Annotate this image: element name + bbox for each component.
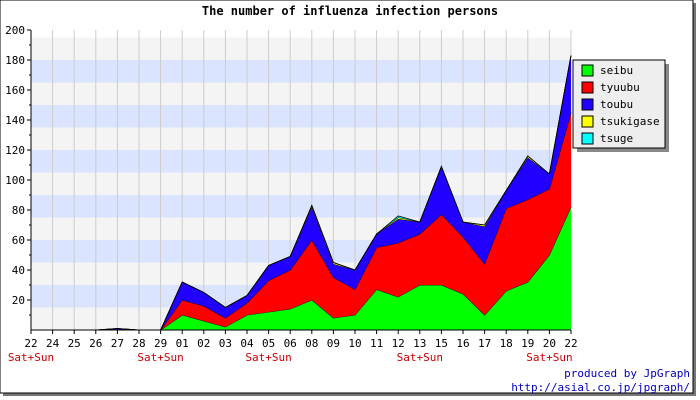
x-tick-label: 17: [478, 337, 491, 350]
y-tick-label: 140: [5, 114, 25, 127]
weekend-label: Sat+Sun: [397, 351, 443, 364]
legend: seibu tyuubu toubu tsukigase tsuge: [572, 59, 669, 152]
chart-title: The number of influenza infection person…: [202, 4, 498, 18]
plot-band: [31, 105, 571, 128]
legend-swatch-seibu: [581, 64, 594, 77]
y-tick-label: 80: [12, 204, 25, 217]
legend-label-toubu: toubu: [600, 98, 633, 111]
series-line-tsuge: [31, 55, 572, 331]
x-tick-label: 19: [521, 337, 534, 350]
x-tick-label: 04: [240, 337, 254, 350]
x-tick-label: 13: [413, 337, 426, 350]
x-tick-label: 25: [68, 337, 81, 350]
legend-items: seibu tyuubu toubu tsukigase tsuge: [581, 64, 660, 145]
plot-band: [31, 150, 571, 173]
x-tick-label: 05: [262, 337, 275, 350]
plot-band: [31, 127, 571, 150]
x-tick-label: 28: [132, 337, 145, 350]
x-tick-label: 26: [89, 337, 102, 350]
x-axis-ticks: 22 24 25 26 27 28 29 01 02 03 04 05 06 08 09 10 11 12 13 15…: [24, 330, 578, 350]
weekend-label: Sat+Sun: [526, 351, 572, 364]
legend-label-seibu: seibu: [600, 64, 633, 77]
credit-line-1: produced by JpGraph: [564, 367, 690, 380]
x-tick-label: 18: [500, 337, 513, 350]
legend-swatch-tsukigase: [581, 115, 594, 128]
x-tick-label: 22: [24, 337, 37, 350]
legend-swatch-toubu: [581, 98, 594, 111]
x-tick-label: 12: [392, 337, 405, 350]
plot-band: [31, 82, 571, 105]
y-tick-label: 20: [12, 294, 25, 307]
weekend-label: Sat+Sun: [8, 351, 54, 364]
y-tick-label: 40: [12, 264, 25, 277]
y-tick-label: 60: [12, 234, 25, 247]
series-area-tyuubu: [31, 112, 571, 330]
x-tick-label: 06: [284, 337, 297, 350]
x-tick-label: 15: [435, 337, 448, 350]
weekend-label: Sat+Sun: [245, 351, 291, 364]
x-tick-label: 09: [327, 337, 340, 350]
weekend-markers: Sat+Sun Sat+Sun Sat+Sun Sat+Sun Sat+Sun: [8, 351, 573, 364]
legend-swatch-tsuge: [581, 132, 594, 145]
x-tick-label: 08: [305, 337, 318, 350]
y-tick-label: 160: [5, 84, 25, 97]
plot-band: [31, 172, 571, 195]
credit-link[interactable]: http://asial.co.jp/jpgraph/: [511, 381, 690, 394]
legend-swatch-tyuubu: [581, 81, 594, 94]
x-tick-label: 22: [564, 337, 577, 350]
x-tick-label: 29: [154, 337, 167, 350]
x-tick-label: 02: [197, 337, 210, 350]
x-tick-label: 10: [348, 337, 361, 350]
x-tick-label: 20: [543, 337, 556, 350]
y-tick-label: 200: [5, 24, 25, 37]
x-tick-label: 03: [219, 337, 232, 350]
legend-label-tyuubu: tyuubu: [600, 81, 640, 94]
y-tick-label: 180: [5, 54, 25, 67]
x-tick-label: 27: [111, 337, 124, 350]
series-area-seibu: [31, 207, 571, 330]
y-axis-ticks: 20 40 60 80 100 120 140 160 180 200: [5, 24, 31, 316]
y-tick-label: 100: [5, 174, 25, 187]
x-tick-label: 16: [456, 337, 469, 350]
x-tick-label: 11: [370, 337, 383, 350]
x-tick-label: 01: [176, 337, 189, 350]
weekend-label: Sat+Sun: [137, 351, 183, 364]
plot-band: [31, 37, 571, 60]
x-tick-label: 24: [46, 337, 60, 350]
plot-band: [31, 195, 571, 218]
legend-label-tsuge: tsuge: [600, 132, 633, 145]
y-tick-label: 120: [5, 144, 25, 157]
plot-band: [31, 60, 571, 83]
legend-label-tsukigase: tsukigase: [600, 115, 660, 128]
